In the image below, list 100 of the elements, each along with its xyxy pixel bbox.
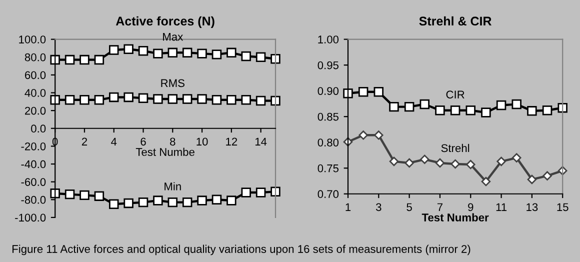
point [256,188,266,198]
point [256,96,266,106]
point [542,171,552,180]
y-tick-label: 0.90 [318,87,339,95]
y-tick-label: 100.0 [19,36,46,44]
point [270,54,280,64]
point [496,100,506,110]
point [343,88,353,98]
x-tick-label: 2 [82,138,88,146]
point [226,196,236,206]
point [168,94,178,104]
y-tick-label: 0.75 [318,164,339,172]
point [450,159,460,169]
point [182,48,192,58]
point [138,93,148,103]
point [241,188,251,198]
series-label: Max [163,32,184,41]
point [558,102,568,113]
x-axis-title: Test Numbe [136,148,194,156]
y-tick-label: 0.95 [318,61,339,70]
point [270,96,280,106]
point [542,106,552,116]
point [94,95,104,105]
y-tick-label: -100.0 [15,214,46,222]
x-tick-label: 1 [346,203,351,211]
point [358,86,368,97]
point [94,54,104,65]
chart-title: Strehl & CIR [419,16,492,26]
x-tick-label: 6 [140,138,146,146]
x-tick-label: 9 [468,203,474,212]
point [197,94,207,104]
y-tick-label: 80.0 [24,53,46,62]
point [64,189,75,200]
point [435,158,445,168]
point [256,52,266,62]
point [124,92,134,102]
point [241,95,251,105]
x-tick-label: 11 [496,203,507,211]
point [512,153,522,162]
point [94,191,104,201]
x-tick-label: 10 [196,138,208,146]
point [389,156,399,166]
y-tick-label: 60.0 [25,71,46,80]
point [50,54,60,65]
x-tick-label: 13 [526,203,538,212]
point [374,130,384,140]
point [527,106,537,116]
point [226,48,236,58]
y-tick-label: 20.0 [25,106,46,115]
point [496,156,506,166]
point [80,190,90,200]
point [168,197,178,208]
x-tick-label: 15 [557,203,568,212]
point [50,95,60,105]
point [153,48,163,58]
point [168,48,178,58]
point [481,176,491,186]
y-tick-label: -20.0 [21,142,46,150]
point [109,92,119,102]
y-tick-label: 0.0 [31,124,46,133]
point [80,95,90,105]
point [153,196,163,206]
point [50,188,60,198]
point [64,95,75,105]
series-label: RMS [161,79,184,88]
point [343,137,353,146]
point [197,48,207,58]
point [450,106,460,116]
point [374,86,384,97]
series-label: Strehl [441,144,470,152]
point [182,197,192,208]
point [404,102,414,112]
y-tick-label: 0.80 [318,138,339,146]
series-label: CIR [446,90,464,98]
x-tick-label: 14 [255,138,267,146]
point [109,199,119,209]
y-tick-label: -60.0 [21,178,46,186]
point [358,130,368,140]
point [481,108,491,118]
point [124,44,134,54]
y-tick-label: 40.0 [24,89,46,97]
y-tick-label: 0.70 [318,190,339,198]
point [109,45,119,55]
chart-title: Active forces (N) [116,16,214,28]
x-tick-label: 4 [111,138,117,146]
point [64,54,75,65]
point [212,50,222,60]
point [182,94,192,104]
point [512,99,522,110]
point [153,94,163,104]
point [404,158,414,168]
y-tick-label: -40.0 [21,160,46,168]
point [420,154,430,164]
point [435,106,445,116]
x-tick-label: 12 [226,138,238,146]
caption: Figure 11 Active forces and optical quality variations upon 16 sets of measurements (mirror 2) [12,244,470,256]
point [226,95,236,105]
x-axis-title: Test Number [422,213,489,222]
series-label: Min [164,182,181,190]
point [124,198,134,208]
